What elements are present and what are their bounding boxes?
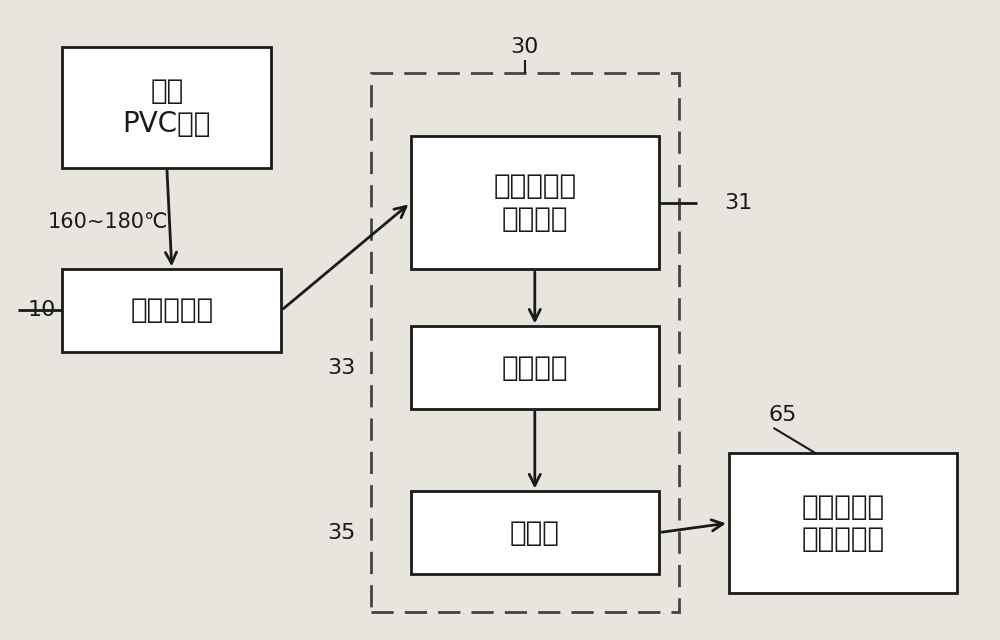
Text: 65: 65	[769, 404, 797, 425]
Text: 31: 31	[724, 193, 752, 212]
Text: 压花聚氯乙
烯软质胶布: 压花聚氯乙 烯软质胶布	[802, 493, 885, 553]
Text: 33: 33	[328, 358, 356, 378]
Text: 压延成型机: 压延成型机	[130, 296, 213, 324]
Text: 引出轮组及
压花轮组: 引出轮组及 压花轮组	[493, 172, 576, 233]
Text: 卷取机: 卷取机	[510, 518, 560, 547]
Text: 10: 10	[28, 301, 56, 321]
Bar	[62, 269, 281, 352]
Bar	[411, 492, 659, 574]
Bar	[729, 453, 957, 593]
Text: 冷却轮组: 冷却轮组	[502, 353, 568, 381]
Text: 35: 35	[327, 522, 356, 543]
Text: 融溶
PVC胶料: 融溶 PVC胶料	[123, 77, 211, 138]
Bar	[411, 326, 659, 409]
Bar	[371, 72, 679, 612]
Text: 30: 30	[511, 36, 539, 57]
Bar	[62, 47, 271, 168]
Bar	[411, 136, 659, 269]
Text: 160~180℃: 160~180℃	[48, 212, 168, 232]
